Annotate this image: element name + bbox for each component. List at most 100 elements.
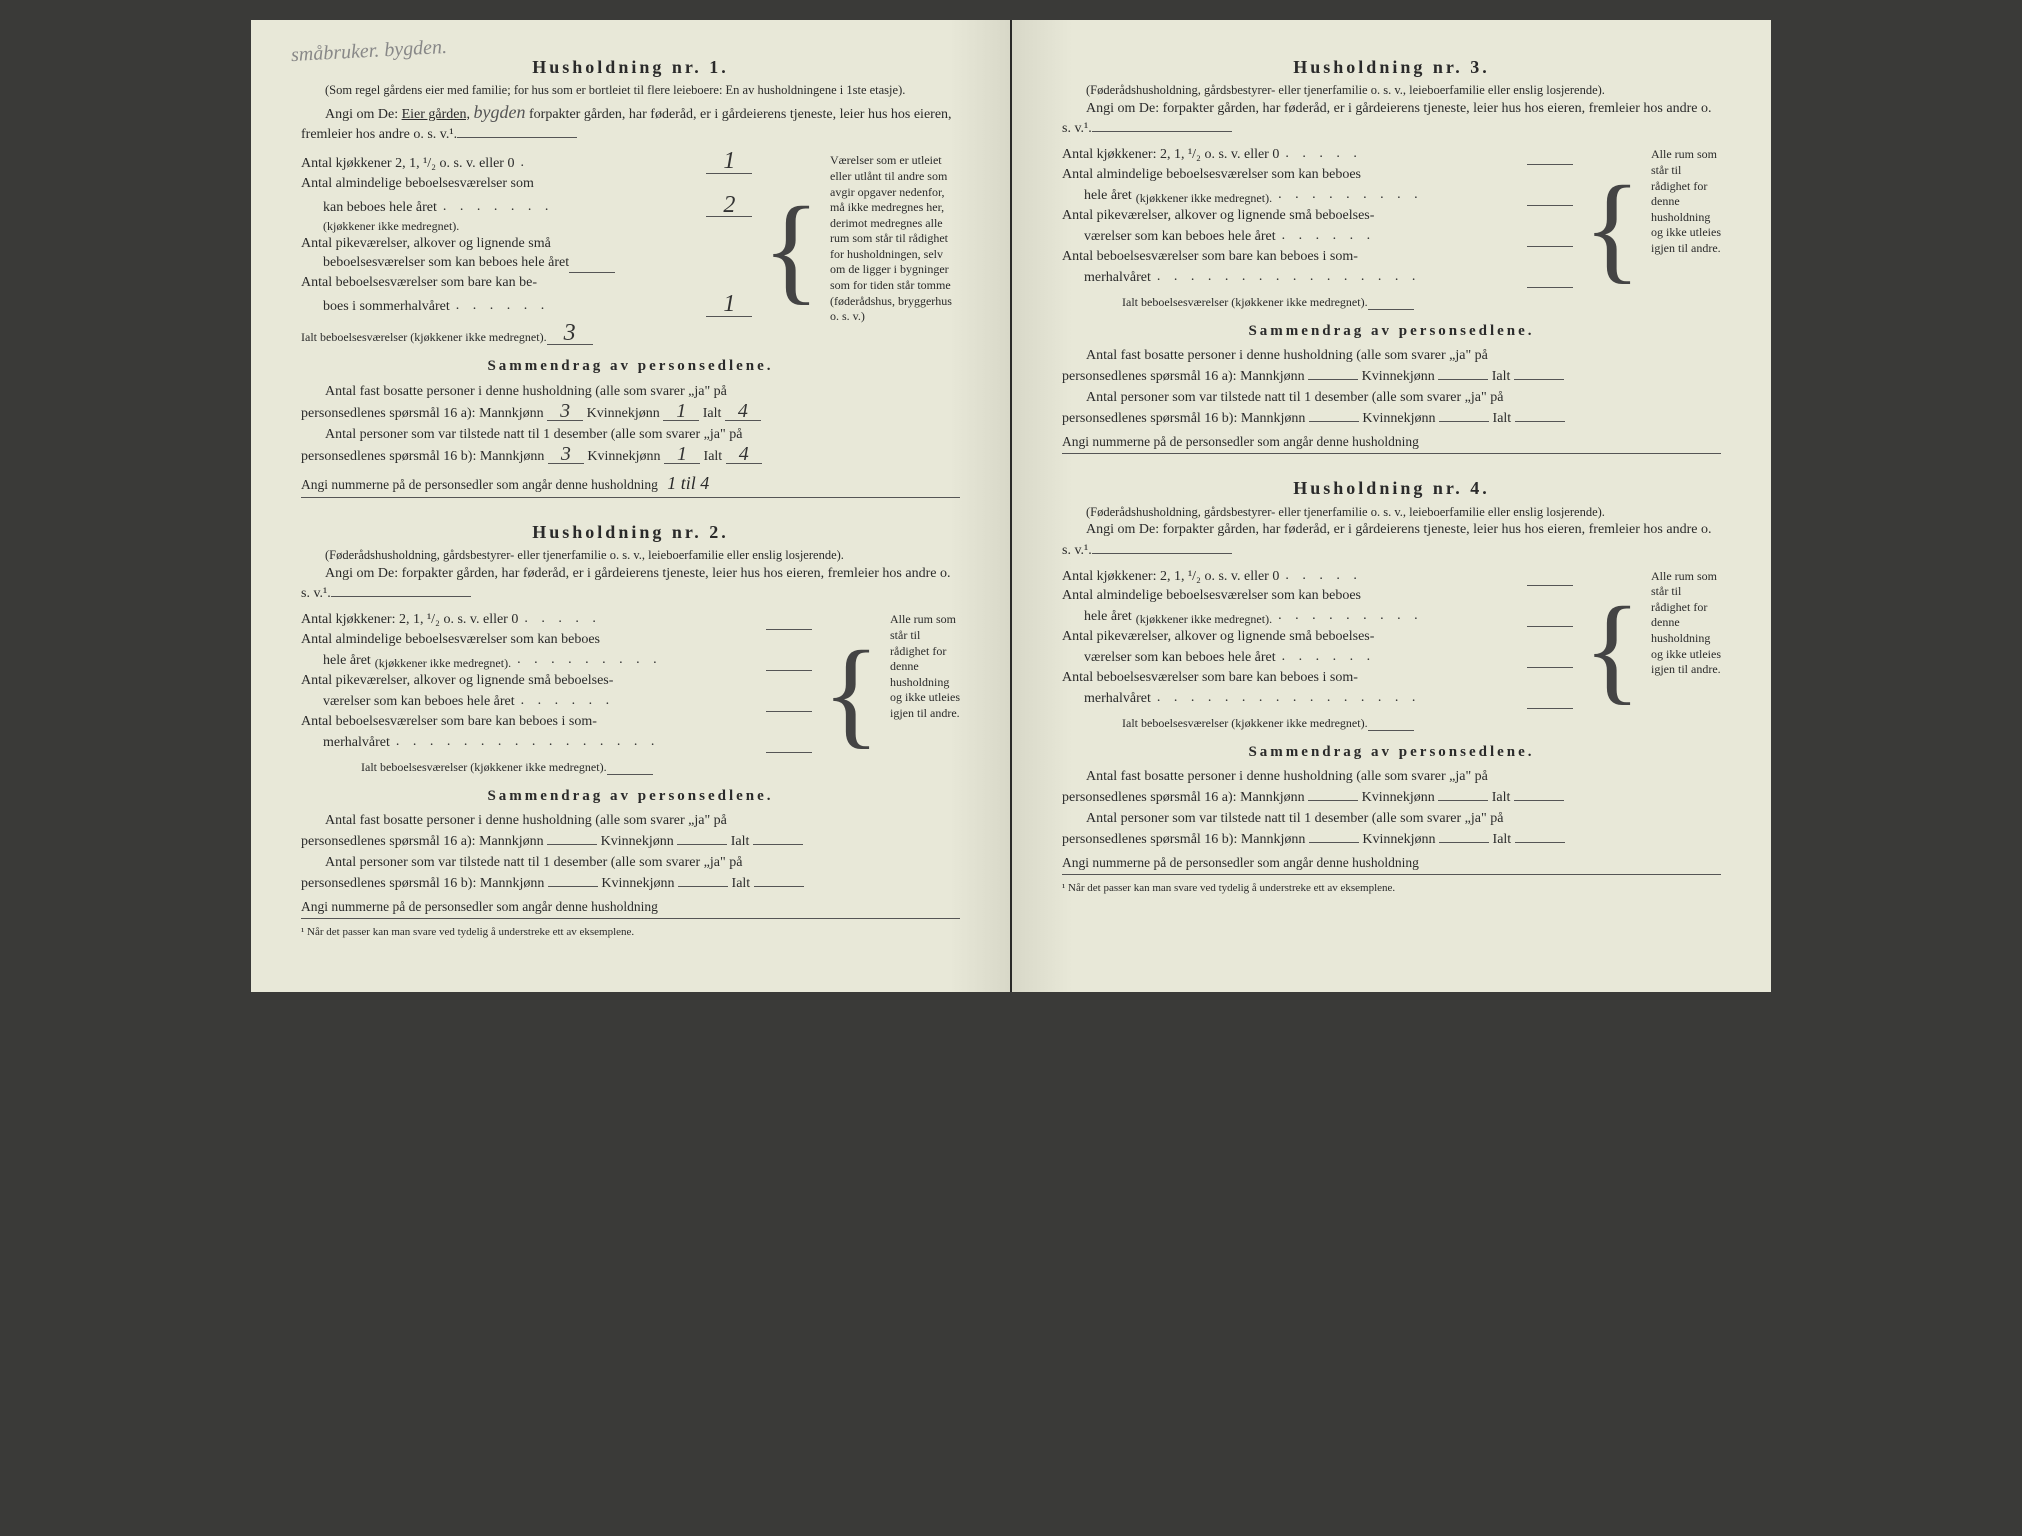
row-value [1527,190,1573,206]
instruction-prefix: Angi om De: [325,107,402,122]
angi-label: Angi nummerne på de personsedler som ang… [301,477,658,492]
row-value: 2 [706,195,752,218]
ialt-label: Ialt beboelsesværelser (kjøkkener ikke m… [1122,294,1368,310]
summary-label: Ialt [731,834,750,849]
row-label: Antal kjøkkener: 2, 1, ¹/₂ o. s. v. elle… [1062,568,1279,587]
summary-value-m [1309,829,1359,843]
ialt-label: Ialt beboelsesværelser (kjøkkener ikke m… [361,759,607,775]
row-value [1527,231,1573,247]
row-label-cont: merhalvåret [1084,269,1151,288]
row-label-cont: værelser som kan beboes hele året [1084,228,1276,247]
summary-value-i [1514,787,1564,801]
household-subtitle: (Føderådshusholdning, gårdsbestyrer- ell… [301,547,960,563]
table-row: Antal kjøkkener: 2, 1, ¹/₂ o. s. v. elle… [1062,567,1573,587]
summary-label: Ialt [1493,832,1512,847]
ialt-row: Ialt beboelsesværelser (kjøkkener ikke m… [1062,715,1573,731]
row-dots: . . . . . . . . . [511,651,766,671]
row-value [766,655,812,671]
row-label: Antal pikeværelser, alkover og lignende … [1062,207,1374,226]
summary-value-i [1515,829,1565,843]
document-spread: småbruker. bygden. Husholdning nr. 1. (S… [251,20,1771,992]
table-row: Antal pikeværelser, alkover og lignende … [301,235,752,274]
side-note: Alle rum som står til rådighet for denne… [1651,567,1721,732]
row-small: (kjøkkener ikke medregnet). [375,655,511,671]
summary-label: Kvinnekjønn [587,449,660,464]
handwriting-bygden: bygden [474,102,526,122]
angi-line: Angi nummerne på de personsedler som ang… [1062,854,1721,875]
footnote: ¹ Når det passer kan man svare ved tydel… [301,925,960,940]
row-label: Antal almindelige beboelsesværelser som … [1062,166,1361,185]
summary-value-k [1439,408,1489,422]
household-2: Husholdning nr. 2. (Føderådshusholdning,… [301,520,960,940]
row-dots: . . . . . . [515,692,767,712]
row-label-cont: værelser som kan beboes hele året [1084,649,1276,668]
summary-label: personsedlenes spørsmål 16 b): Mannkjønn [1062,411,1305,426]
table-row: Antal almindelige beboelsesværelser som … [1062,166,1573,206]
brace-icon: { [822,610,880,775]
row-label-cont: hele året [1084,608,1132,627]
row-label: Antal beboelsesværelser som bare kan beb… [301,713,597,732]
row-label-cont: beboelsesværelser som kan beboes hele år… [323,254,569,273]
row-label-cont: hele året [323,652,371,671]
rows-block: Antal kjøkkener: 2, 1, ¹/₂ o. s. v. elle… [301,610,960,775]
row-value [1527,149,1573,165]
ialt-label: Ialt beboelsesværelser (kjøkkener ikke m… [1122,715,1368,731]
household-title: Husholdning nr. 3. [1062,55,1721,79]
row-label: Antal kjøkkener: 2, 1, ¹/₂ o. s. v. elle… [301,611,518,630]
summary-label: Ialt [1492,790,1511,805]
table-row: Antal kjøkkener: 2, 1, ¹/₂ o. s. v. elle… [301,610,812,630]
row-value [1527,652,1573,668]
household-subtitle: (Føderådshusholdning, gårdsbestyrer- ell… [1062,82,1721,98]
ialt-value [1368,294,1414,310]
summary-value-i: 4 [726,445,762,464]
footnote: ¹ Når det passer kan man svare ved tydel… [1062,881,1721,896]
row-label: Antal almindelige beboelsesværelser som … [1062,587,1361,606]
summary-label: Kvinnekjønn [1362,790,1435,805]
table-row: Antal beboelsesværelser som bare kan beb… [301,713,812,753]
row-dots: . . . . . . . . . . . . . . . . [390,733,767,753]
summary-line: personsedlenes spørsmål 16 a): Mannkjønn… [1062,787,1721,808]
row-dots: . . . . . . [1276,648,1528,668]
table-row: Antal beboelsesværelser som bare kan beb… [1062,669,1573,709]
household-subtitle: (Føderådshusholdning, gårdsbestyrer- ell… [1062,504,1721,520]
summary-label: personsedlenes spørsmål 16 a): Mannkjønn [301,834,544,849]
summary-label: Ialt [703,406,722,421]
row-small: (kjøkkener ikke medregnet). [1136,190,1272,206]
row-value [1527,570,1573,586]
household-title: Husholdning nr. 4. [1062,476,1721,500]
row-value [766,614,812,630]
row-dots: . [514,154,706,174]
summary-value-k [1438,787,1488,801]
summary-line: personsedlenes spørsmål 16 a): Mannkjønn… [1062,366,1721,387]
angi-value: 1 til 4 [667,473,709,493]
ialt-row: Ialt beboelsesværelser (kjøkkener ikke m… [301,759,812,775]
row-label: Antal almindelige beboelsesværelser som … [301,631,600,650]
ialt-row: Ialt beboelsesværelser (kjøkkener ikke m… [1062,294,1573,310]
row-small: (kjøkkener ikke medregnet). [1136,611,1272,627]
angi-label: Angi nummerne på de personsedler som ang… [1062,855,1419,870]
table-row: Antal kjøkkener: 2, 1, ¹/₂ o. s. v. elle… [1062,145,1573,165]
row-dots: . . . . . . . . . [1272,607,1527,627]
brace-icon: { [1583,145,1641,310]
summary-line: personsedlenes spørsmål 16 b): Mannkjønn… [301,445,960,467]
angi-label: Angi nummerne på de personsedler som ang… [301,899,658,914]
row-label: Antal pikeværelser, alkover og lignende … [301,672,613,691]
row-value [766,696,812,712]
instruction-blank [457,124,577,138]
angi-line: Angi nummerne på de personsedler som ang… [1062,433,1721,454]
row-dots: . . . . . . [1276,227,1528,247]
table-row: Antal almindelige beboelsesværelser som … [1062,587,1573,627]
table-row: Antal kjøkkener 2, 1, ¹/₂ o. s. v. eller… [301,151,752,174]
summary-value-k [677,831,727,845]
household-instruction: Angi om De: forpakter gården, har føderå… [301,565,960,605]
row-value [1527,272,1573,288]
row-label: Antal kjøkkener 2, 1, ¹/₂ o. s. v. eller… [301,155,514,174]
row-value [569,257,615,273]
summary-label: Ialt [704,449,723,464]
summary-label: Ialt [732,876,751,891]
row-label-cont: hele året [1084,187,1132,206]
summary-label: personsedlenes spørsmål 16 b): Mannkjønn [1062,832,1305,847]
rows-block: Antal kjøkkener 2, 1, ¹/₂ o. s. v. eller… [301,151,960,346]
row-value [766,737,812,753]
summary-label: Kvinnekjønn [601,834,674,849]
